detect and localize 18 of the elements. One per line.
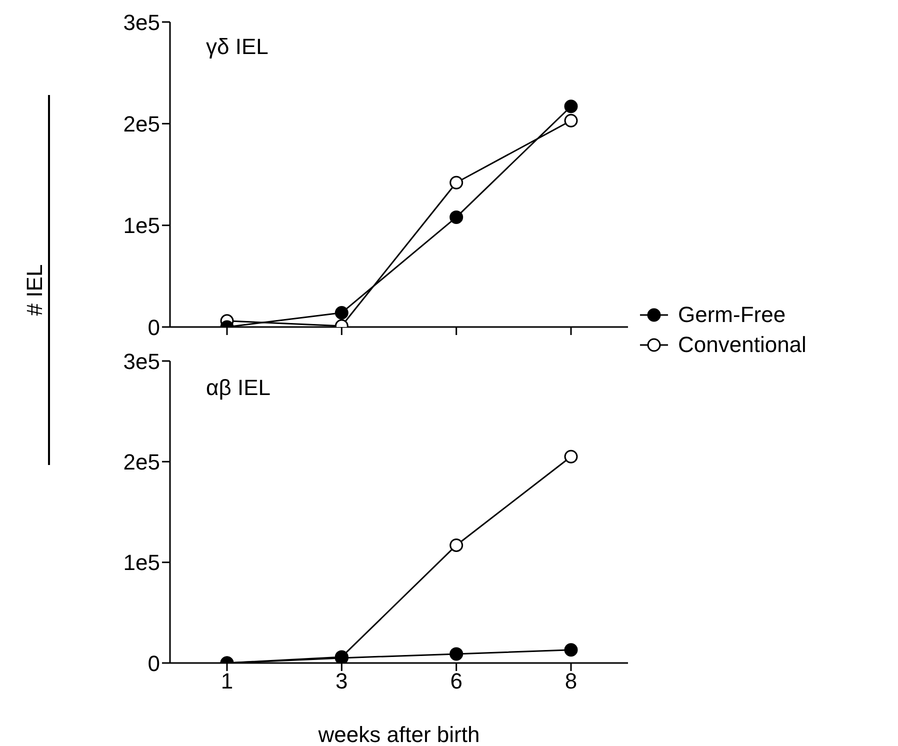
y-tick-label: 0 [148, 314, 160, 340]
legend-label: Conventional [678, 332, 806, 358]
y-axis-title: # IEL [22, 263, 48, 318]
y-tick-label: 3e5 [123, 10, 160, 35]
y-tick-label: 1e5 [123, 213, 160, 238]
y-tick-label: 3e5 [123, 348, 160, 374]
x-axis-title: weeks after birth [317, 722, 480, 746]
y-tick-label: 2e5 [123, 449, 160, 474]
annotation: γδ IEL [206, 34, 268, 60]
x-tick-label: 8 [564, 668, 578, 694]
x-tick-label: 6 [450, 668, 462, 694]
y-tick-label: 1e5 [123, 550, 160, 576]
x-tick-label: 1 [220, 668, 234, 694]
annotation: αβ IEL [206, 375, 271, 401]
legend-label: Germ-Free [678, 302, 786, 328]
y-tick-label: 2e5 [123, 111, 160, 136]
y-tick-label: 0 [148, 650, 160, 676]
x-tick-label: 3 [336, 668, 348, 694]
